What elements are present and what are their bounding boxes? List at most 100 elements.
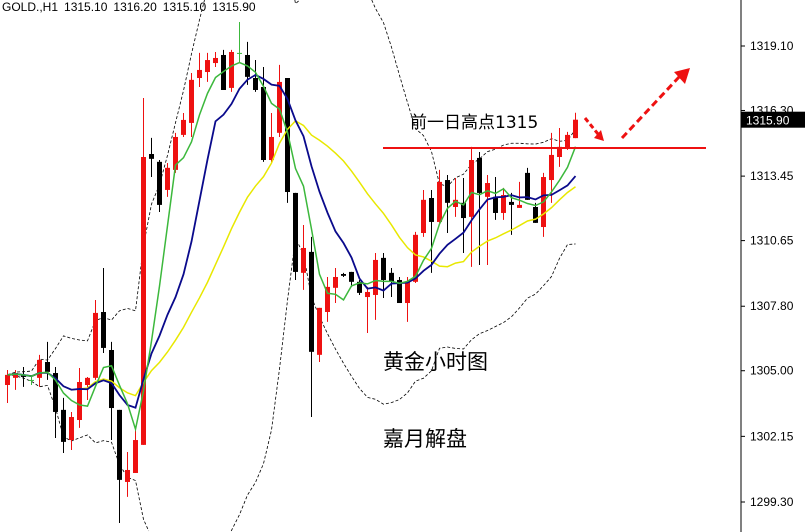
candle-body (5, 374, 10, 386)
band-upper (7, 0, 205, 376)
candle-body (213, 57, 218, 64)
y-tick-label: 1307.80 (750, 299, 794, 313)
candle-body (341, 273, 346, 276)
candle-body (373, 259, 378, 295)
y-tick-label: 1310.65 (750, 234, 794, 248)
candles (5, 22, 578, 523)
candle-body (93, 312, 98, 378)
candle-body (493, 196, 498, 213)
candle-body (37, 359, 42, 378)
candle-body (101, 311, 106, 348)
candle-body (149, 154, 154, 159)
candle-body (485, 183, 490, 197)
candle-body (357, 281, 362, 293)
candle-body (77, 382, 82, 421)
candle-body (421, 199, 426, 234)
candle-body (133, 440, 138, 473)
arrow-up-icon (620, 74, 682, 140)
candle-body (557, 146, 562, 158)
symbol-label: GOLD.,H1 (2, 0, 59, 14)
candle-body (429, 197, 434, 222)
candle-body (109, 349, 114, 409)
y-tick-label: 1302.15 (750, 429, 794, 443)
candle-body (309, 251, 314, 352)
ma-fast-line (7, 61, 577, 433)
band-upper (294, 0, 300, 5)
arrow-down-head-icon (594, 130, 604, 141)
candle-body (205, 60, 210, 73)
candle-body (533, 206, 538, 223)
candle-body (189, 79, 194, 123)
candle-body (461, 202, 466, 219)
candle-body (293, 192, 298, 272)
candle-body (181, 119, 186, 135)
candle-body (437, 181, 442, 222)
candle-body (141, 157, 146, 445)
candle-body (445, 180, 450, 203)
candle-body (325, 286, 330, 312)
candle-body (53, 373, 58, 412)
current-price-box (741, 111, 805, 128)
y-tick-label: 1305.00 (750, 364, 794, 378)
candle-body (29, 379, 34, 381)
ma-slow-line (7, 119, 576, 397)
candle-body (197, 69, 202, 79)
candle-body (277, 81, 282, 133)
candle-body (173, 136, 178, 170)
bollinger-bands (7, 0, 576, 532)
candle-body (229, 51, 234, 88)
annotation-arrows (583, 68, 690, 141)
y-tick-label: 1313.45 (750, 169, 794, 183)
candle-body (517, 204, 522, 208)
chart-caption-1: 黄金小时图 (383, 350, 488, 374)
candle-body (565, 134, 570, 149)
arrow-down-icon (583, 117, 600, 135)
candle-body (349, 271, 354, 282)
candle-body (549, 154, 554, 181)
low-value: 1315.10 (162, 0, 207, 14)
candle-body (501, 195, 506, 213)
y-tick-label: 1299.30 (750, 495, 794, 509)
candle-body (157, 161, 162, 205)
candle-body (69, 417, 74, 441)
chart-header: GOLD.,H1 1315.10 1316.20 1315.10 1315.90 (2, 0, 262, 14)
candle-body (61, 409, 66, 442)
candle-body (453, 199, 458, 207)
y-tick-label: 1319.10 (750, 39, 794, 53)
arrow-up-head-icon (674, 68, 690, 84)
candle-body (13, 373, 18, 378)
candle-body (253, 78, 258, 90)
band-upper (371, 0, 576, 187)
close-value: 1315.90 (212, 0, 256, 14)
candle-body (397, 279, 402, 304)
open-value: 1315.10 (64, 0, 108, 14)
price-axis: 1319.101316.301313.451310.651307.801305.… (741, 39, 794, 509)
current-price-label: 1315.90 (746, 114, 790, 128)
moving-averages (7, 61, 577, 433)
candle-body (117, 409, 122, 480)
high-value: 1316.20 (113, 0, 157, 14)
candle-body (85, 377, 90, 386)
resistance-label: 前一日高点1315 (410, 113, 539, 133)
candle-body (389, 272, 394, 282)
candle-body (573, 119, 578, 139)
candle-body (269, 136, 274, 160)
candle-body (125, 469, 130, 482)
candle-body (317, 307, 322, 355)
ma-mid-line (7, 73, 577, 409)
candle-body (469, 159, 474, 217)
candle-body (405, 281, 410, 304)
chart-caption-2: 嘉月解盘 (383, 427, 467, 451)
candle-body (237, 52, 242, 54)
candle-body (261, 86, 266, 160)
candle-body (21, 374, 26, 377)
candle-body (477, 157, 482, 193)
candle-body (509, 201, 514, 205)
candle-body (413, 234, 418, 282)
candle-body (165, 167, 170, 190)
candle-body (365, 291, 370, 298)
candle-body (381, 257, 386, 280)
candle-body (301, 247, 306, 273)
candle-body (333, 276, 338, 288)
